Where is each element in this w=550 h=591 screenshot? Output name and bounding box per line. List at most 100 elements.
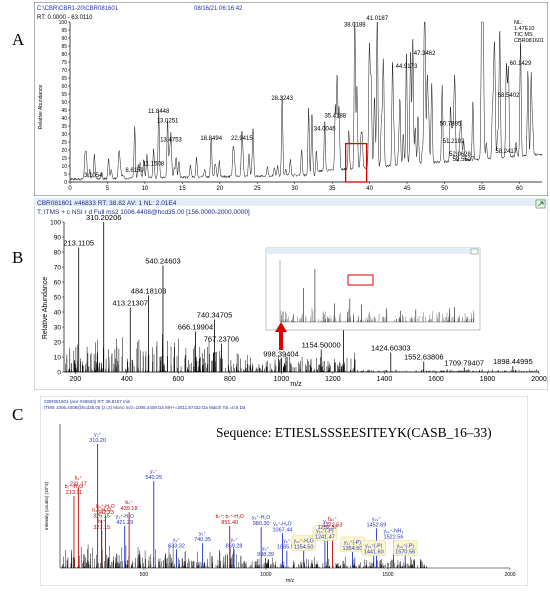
panel-a-trace (69, 21, 543, 181)
y-tick-label: 100 (59, 20, 68, 26)
peak-label: 28.3243 (271, 96, 293, 102)
x-tick-label: 1000 (260, 572, 271, 578)
peak-label: 38.0188 (344, 22, 366, 28)
fragment-mz-label: 1570.56 (395, 550, 415, 556)
peak-label: 213.1105 (63, 239, 94, 248)
fragment-mz-label: 231.17 (70, 481, 87, 487)
peak-label: 767.23706 (204, 335, 239, 344)
y-tick-label: 40 (54, 310, 62, 317)
fragment-ion-label: y₁₃⁺-NH₃ (384, 529, 404, 535)
fragment-ion-label: y₄⁺ (150, 469, 158, 475)
peak-label: 11.1508 (143, 162, 165, 168)
peak-label: 540.24603 (145, 257, 180, 266)
peak-label: 47.3462 (414, 51, 436, 57)
y-tick-label: 90 (61, 36, 67, 42)
x-tick-label: 45 (404, 186, 411, 192)
y-tick-label: 50 (54, 295, 62, 302)
y-tick-label: 75 (61, 60, 67, 66)
fragment-ion-label: y₇⁺ (231, 537, 238, 543)
y-tick-label: 70 (54, 265, 62, 272)
fragment-ion-label: y₈⁺ (262, 546, 270, 552)
peak-label: 1154.50000 (302, 341, 341, 350)
red-arrow (275, 322, 287, 350)
panel-c-header-line: ITMS 1006.4408@hcd35.00 (z=2) Mono m/z=1… (44, 405, 246, 410)
fragment-ion-label: b₁₂⁺ (328, 516, 337, 522)
x-tick-label: 1200 (325, 376, 341, 383)
peak-label: 1552.63806 (404, 353, 444, 362)
y-tick-label: 10 (61, 164, 67, 170)
x-tick-label: 2000 (504, 572, 515, 578)
fragment-mz-label: 1441.60 (364, 550, 384, 556)
peak-label: 310.20206 (86, 213, 121, 222)
fragment-ion-label: y₁₂⁺(-P) (365, 544, 382, 550)
y-tick-label: 0 (64, 180, 67, 186)
x-tick-label: 200 (69, 376, 81, 383)
fragment-ion-label: b₂⁺ (75, 475, 83, 481)
fragment-highlight (291, 535, 316, 551)
peak-label: 740.34705 (197, 311, 232, 320)
fragment-ion-label: y₆⁺ (199, 531, 207, 537)
fragment-mz-label: 1241.47 (315, 535, 335, 541)
fragment-mz-label: 633.32 (168, 543, 185, 549)
panel-b-xlabel: m/z (290, 381, 302, 388)
x-tick-label: 1000 (274, 376, 290, 383)
fragment-ion-label: y₁₁⁺ (323, 519, 332, 525)
expand-icon[interactable] (535, 199, 546, 209)
y-tick-label: 60 (54, 280, 62, 287)
x-tick-label: 1400 (377, 376, 393, 383)
x-tick-label: 600 (173, 376, 185, 383)
y-tick-label: 25 (61, 140, 67, 146)
peak-label: 41.0187 (366, 16, 388, 22)
y-tick-label: 20 (54, 340, 62, 347)
panel-a-info-line: NL: (514, 20, 523, 26)
y-tick-label: 20 (61, 148, 67, 154)
panel-b-filter: T: ITMS + c NSI r d Full ms2 1006.4408@h… (37, 209, 250, 216)
y-tick-label: 60 (61, 84, 67, 90)
fragment-mz-label: 1085.53 (277, 545, 297, 551)
y-tick-label: 50 (61, 100, 67, 106)
fragment-mz-label: 998.39 (257, 552, 274, 558)
y-tick-label: 10 (54, 355, 62, 362)
sequence-label: Sequence: ETIESLSSSEESITEYK(CASB_16–33) (216, 425, 492, 440)
fragment-mz-label: 1154.50 (294, 545, 313, 551)
panel-letter-b: B (12, 248, 24, 267)
peak-label: 413.21307 (113, 299, 148, 308)
peak-label: 22.9415 (231, 136, 253, 142)
fragment-ion-label: y₁₃⁺ (372, 516, 381, 522)
chromatogram-panel-a: C:\CBR\CBR1-20\CBR081601 08/16/21 06:16:… (34, 2, 548, 196)
peak-label: 18.8494 (200, 136, 222, 142)
x-tick-label: 1800 (480, 376, 496, 383)
panel-b-ylabel: Relative Abundance (42, 277, 49, 339)
fragment-ion-label: b₃⁺ (98, 519, 106, 525)
peak-label: 34.0046 (314, 126, 336, 132)
fragment-mz-label: 342.23 (97, 510, 114, 516)
ms2-spectrum-panel-b: CBR081601 #46833 RT: 38.82 AV: 1 NL: 2.0… (34, 198, 548, 390)
panel-a-file-path: C:\CBR\CBR1-20\CBR081601 (37, 6, 119, 12)
peak-label: 3.1054 (84, 173, 103, 179)
peak-label: 666.19904 (178, 323, 213, 332)
peak-label: 35.4188 (324, 114, 346, 120)
fragment-ion-label: y₅⁺ (173, 537, 181, 543)
peak-label: 52.0628 (449, 152, 471, 158)
y-tick-label: 80 (54, 250, 62, 257)
fragment-mz-label: 1272.53 (323, 522, 343, 528)
fragment-mz-label: 1522.56 (384, 535, 404, 541)
fragment-ion-label: y₃⁺-H₂O (116, 514, 134, 520)
x-tick-label: 400 (121, 376, 133, 383)
panel-b-scan-header: CBR081601 #46833 RT: 38.82 AV: 1 NL: 2.0… (37, 200, 177, 207)
x-tick-label: 35 (329, 186, 336, 192)
panel-a-axes: 0 5 10 15 20 25 30 35 40 45 50 55 60 0 5 10 15 20 25 30 35 40… (59, 20, 542, 192)
peak-label: 52.5527 (453, 157, 475, 163)
x-tick-label: 15 (179, 186, 186, 192)
panel-letter-c: C (12, 405, 24, 424)
y-tick-label: 45 (61, 108, 67, 114)
y-tick-label: 100 (50, 220, 61, 227)
panel-c-xlabel: m/z (286, 578, 295, 584)
peak-label: 484.18103 (131, 287, 166, 296)
y-tick-label: 30 (61, 132, 67, 138)
fragment-ion-label: y₉⁺-H₂O (273, 521, 291, 527)
peak-label: 50.7895 (440, 122, 462, 128)
fragment-ion-label: b₂⁺-H₂O (65, 484, 84, 490)
x-tick-label: 800 (224, 376, 236, 383)
x-tick-label: 20 (216, 186, 223, 192)
